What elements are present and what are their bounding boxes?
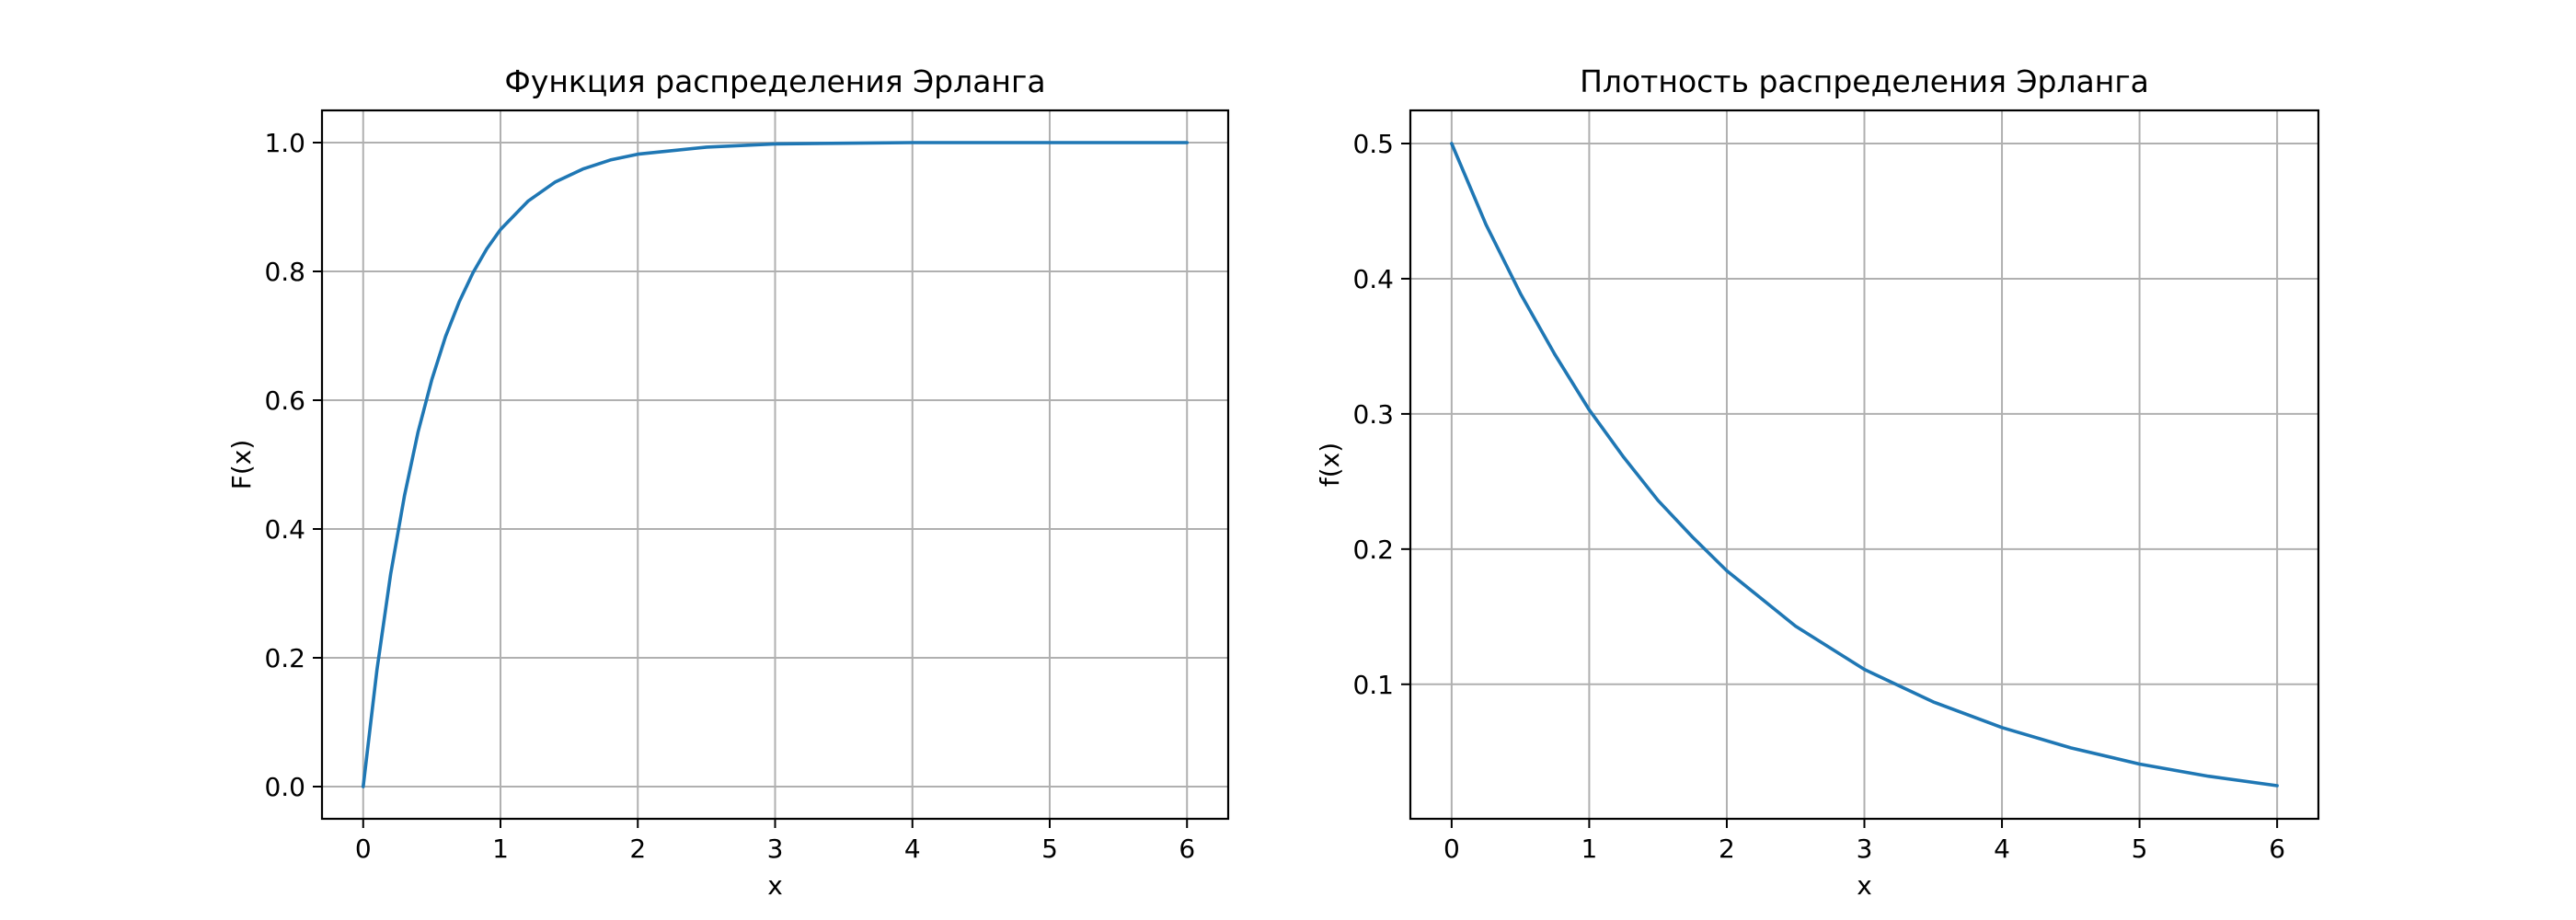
pdf-ticks: 0 1 2 3 4 5 6 0.1 0.2 0.3 0.4 0.5 xyxy=(1352,129,2285,864)
pdf-x-tick-label: 6 xyxy=(2269,834,2285,864)
cdf-x-tick-label: 5 xyxy=(1041,834,1058,864)
pdf-x-tick-label: 3 xyxy=(1857,834,1873,864)
cdf-x-tick-label: 6 xyxy=(1179,834,1195,864)
cdf-y-tick-label: 0.4 xyxy=(264,514,305,545)
cdf-y-axis-label: F(x) xyxy=(226,440,257,490)
cdf-x-tick-label: 4 xyxy=(904,834,921,864)
cdf-y-tick-label: 0.8 xyxy=(264,257,305,287)
cdf-x-tick-label: 0 xyxy=(355,834,372,864)
pdf-plot: 0 1 2 3 4 5 6 0.1 0.2 0.3 0.4 0.5 Плотность распред… xyxy=(1315,63,2320,901)
pdf-grid xyxy=(1410,110,2318,819)
cdf-x-tick-label: 3 xyxy=(767,834,784,864)
pdf-y-axis-label: f(x) xyxy=(1315,443,1345,487)
pdf-y-tick-label: 0.3 xyxy=(1352,399,1394,430)
cdf-title: Функция распределения Эрланга xyxy=(504,63,1045,99)
pdf-lines xyxy=(1450,142,2279,788)
cdf-y-tick-label: 0.6 xyxy=(264,385,305,416)
pdf-y-tick-label: 0.1 xyxy=(1352,670,1394,700)
pdf-x-tick-label: 5 xyxy=(2132,834,2148,864)
pdf-x-tick-label: 1 xyxy=(1581,834,1597,864)
pdf-y-tick-label: 0.2 xyxy=(1352,535,1394,565)
cdf-x-axis-label: x xyxy=(767,870,783,901)
pdf-x-axis-label: x xyxy=(1857,870,1872,901)
cdf-lines xyxy=(361,141,1190,788)
pdf-x-tick-label: 4 xyxy=(1994,834,2010,864)
pdf-title: Плотность распределения Эрланга xyxy=(1580,63,2149,99)
cdf-y-tick-label: 0.2 xyxy=(264,643,305,673)
cdf-y-tick-label: 1.0 xyxy=(264,128,305,158)
cdf-x-tick-label: 1 xyxy=(492,834,509,864)
pdf-x-tick-label: 0 xyxy=(1443,834,1460,864)
pdf-y-tick-label: 0.5 xyxy=(1352,129,1394,159)
cdf-plot: 0 1 2 3 4 5 6 0.0 0.2 0.4 0.6 0.8 1.0 Функция распре… xyxy=(226,63,1230,901)
cdf-y-tick-label: 0.0 xyxy=(264,772,305,802)
pdf-y-tick-label: 0.4 xyxy=(1352,264,1394,294)
cdf-x-tick-label: 2 xyxy=(629,834,646,864)
pdf-series-line xyxy=(1450,142,2279,788)
pdf-x-tick-label: 2 xyxy=(1719,834,1735,864)
cdf-ticks: 0 1 2 3 4 5 6 0.0 0.2 0.4 0.6 0.8 1.0 xyxy=(264,128,1195,864)
cdf-series-line xyxy=(361,141,1190,788)
